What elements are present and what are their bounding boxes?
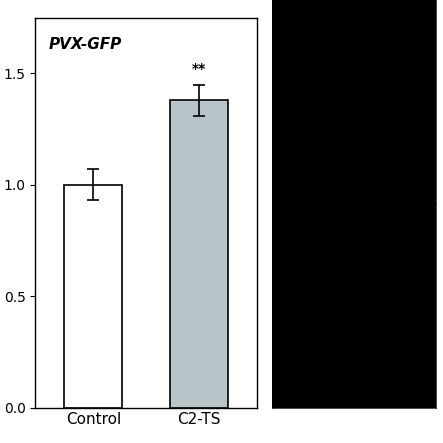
Text: D: D: [281, 13, 302, 37]
Text: PVX-GFP: PVX-GFP: [49, 37, 122, 52]
Text: **: **: [192, 62, 206, 76]
Bar: [64, 185, 122, 408]
Bar: [170, 100, 228, 408]
